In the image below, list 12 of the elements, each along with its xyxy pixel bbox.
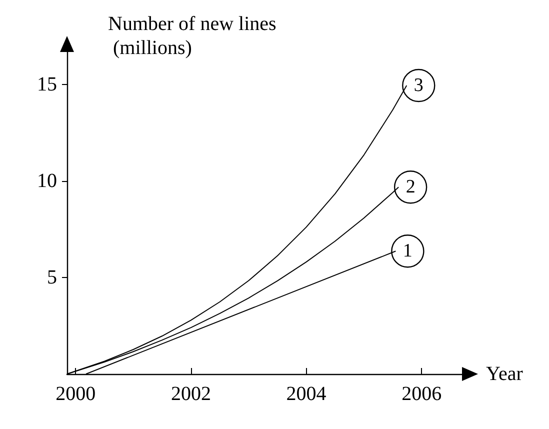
y-tick-label: 5 [47,266,57,289]
series-label: 1 [402,240,412,262]
x-axis-title: Year [486,363,524,385]
x-tick-label: 2004 [286,383,326,405]
x-tick-label: 2006 [402,383,442,405]
y-axis-title: Number of new lines (millions) [108,13,277,59]
y-tick-label: 15 [37,74,57,96]
x-tick-label: 2002 [170,383,211,405]
y-tick-label: 10 [37,170,57,192]
series-label: 3 [414,74,424,96]
series-label: 2 [406,176,416,198]
x-tick-label: 2000 [56,383,96,405]
